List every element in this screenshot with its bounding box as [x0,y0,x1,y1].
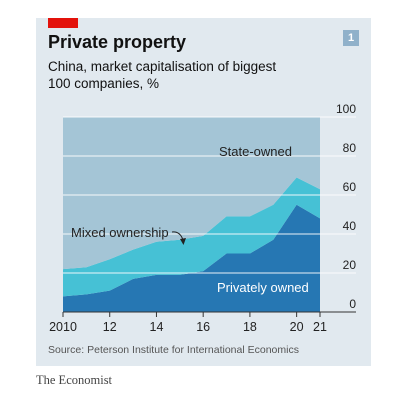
x-tick-label-2016: 16 [196,320,210,334]
label-privately-owned: Privately owned [217,280,309,295]
source-note: Source: Peterson Institute for Internati… [48,344,299,356]
x-tick-label-2010: 2010 [49,320,77,334]
y-tick-label-60: 60 [343,180,357,194]
label-mixed-ownership: Mixed ownership [71,225,169,240]
x-tick-label-2012: 12 [103,320,117,334]
area-privately-owned [63,204,320,312]
chart-title: Private property [48,32,187,52]
area-mixed-ownership [63,177,320,297]
stacked-area-chart: 0 20 40 60 80 100 2010 12 14 16 18 20 21 State-owned M… [49,102,357,334]
area-state-owned [63,117,320,270]
y-tick-label-0: 0 [349,297,356,311]
y-tick-label-100: 100 [336,102,356,116]
y-tick-label-80: 80 [343,141,357,155]
label-state-owned: State-owned [219,144,292,159]
x-tick-label-2021: 21 [313,320,327,334]
chart-card: Private property China, market capitalis… [36,18,371,366]
y-tick-label-40: 40 [343,219,357,233]
red-tab-decoration [48,18,78,28]
x-tick-label-2018: 18 [243,320,257,334]
mixed-ownership-arrowhead [180,238,186,245]
y-tick-label-20: 20 [343,258,357,272]
chart-number-badge: 1 [343,30,359,46]
publisher-brand: The Economist [36,373,113,387]
chart-subtitle: China, market capitalisation of biggest … [48,59,277,91]
x-tick-label-2020: 20 [290,320,304,334]
x-tick-label-2014: 14 [150,320,164,334]
